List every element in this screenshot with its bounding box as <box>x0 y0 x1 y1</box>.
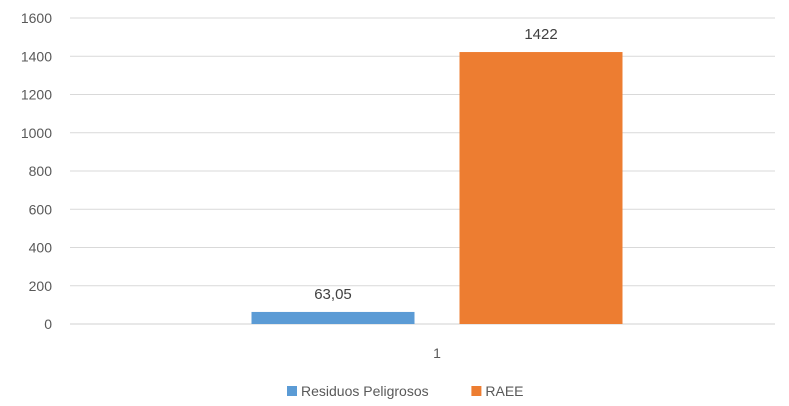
y-tick-label: 1600 <box>21 10 52 26</box>
y-tick-label: 400 <box>29 240 53 256</box>
bar <box>459 52 623 324</box>
bar <box>251 311 415 324</box>
y-tick-label: 600 <box>29 201 53 217</box>
legend-label: RAEE <box>485 383 523 399</box>
legend-swatch <box>471 386 482 396</box>
y-tick-label: 0 <box>44 316 52 332</box>
data-label: 1422 <box>524 26 557 43</box>
data-label: 63,05 <box>314 286 352 303</box>
y-tick-label: 1200 <box>21 87 52 103</box>
legend-label: Residuos Peligrosos <box>301 383 429 399</box>
y-tick-label: 1400 <box>21 48 52 64</box>
y-tick-label: 800 <box>29 163 53 179</box>
legend-swatch <box>287 386 297 396</box>
y-tick-label: 1000 <box>21 125 52 141</box>
y-tick-label: 200 <box>29 278 53 294</box>
x-tick-label: 1 <box>433 345 441 361</box>
